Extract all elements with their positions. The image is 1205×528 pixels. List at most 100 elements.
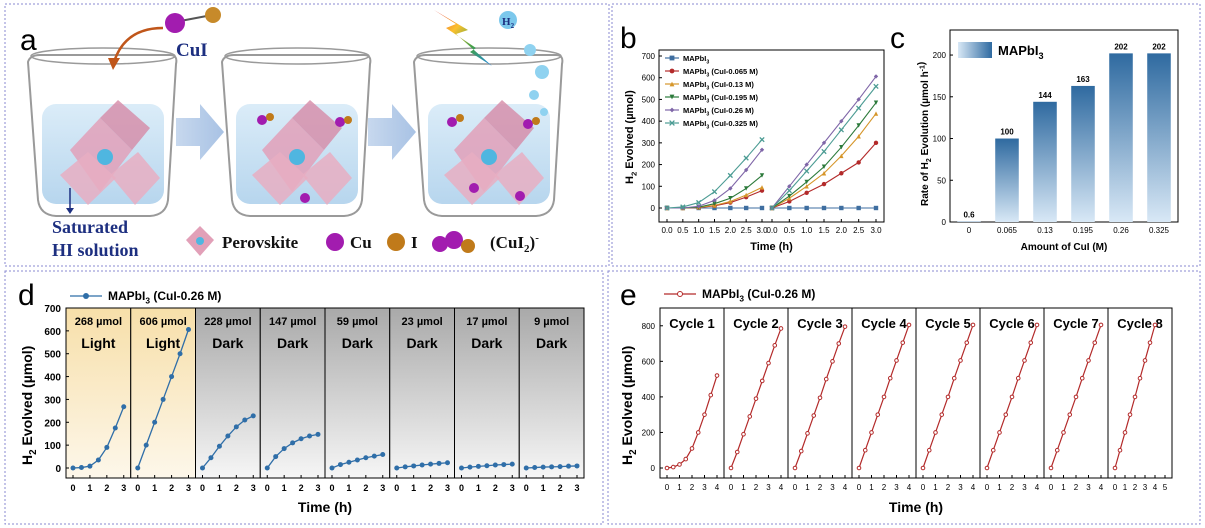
- panel-letter-c: c: [890, 22, 905, 55]
- y-tick-label-d: 500: [44, 350, 61, 361]
- y-tick-label-e: 600: [642, 357, 656, 366]
- data-point-b: [821, 140, 827, 146]
- x-tick-label-e: 3: [766, 483, 771, 492]
- segment-bg-2: [195, 307, 261, 479]
- x-tick-label-e: 0: [793, 483, 798, 492]
- x-tick-label-e: 0: [857, 483, 862, 492]
- data-point-b: [839, 153, 844, 159]
- legend-marker-b: [669, 94, 675, 100]
- data-point-e: [708, 392, 714, 398]
- x-tick-label-c: 0.065: [997, 226, 1018, 235]
- data-point-b: [696, 204, 701, 209]
- x-tick-label-d: 1: [282, 483, 287, 493]
- x-tick-label-e: 4: [971, 483, 976, 492]
- series-b-3: [664, 100, 879, 211]
- x-tick-label-b: 0.0: [766, 226, 778, 235]
- x-tick-label-e: 0: [985, 483, 990, 492]
- y-tick-label-c: 150: [933, 93, 947, 102]
- data-point-e: [920, 465, 926, 471]
- cycle-label: Cycle 8: [1117, 316, 1163, 331]
- x-axis-label-b: Time (h): [750, 241, 793, 253]
- data-point-d: [354, 457, 360, 463]
- cycle-label: Cycle 6: [989, 316, 1035, 331]
- x-tick-label-d: 3: [445, 483, 450, 493]
- cycle-label: Cycle 3: [797, 316, 843, 331]
- data-point-b: [804, 168, 810, 174]
- data-point-e: [1028, 340, 1034, 345]
- y-tick-label-c: 0: [942, 218, 947, 227]
- x-tick-label-e: 1: [805, 483, 810, 492]
- y-tick-label-c: 100: [933, 135, 947, 144]
- x-tick-label-c: 0.13: [1037, 226, 1053, 235]
- data-point-b: [821, 181, 827, 187]
- bar-0.065: [995, 138, 1019, 222]
- data-point-e: [689, 446, 695, 451]
- data-point-e: [997, 430, 1002, 435]
- data-point-e: [695, 430, 701, 435]
- data-point-e: [958, 358, 963, 363]
- data-point-e: [1142, 358, 1148, 363]
- panel-letter-b: b: [620, 22, 637, 55]
- data-point-b: [786, 187, 792, 194]
- x-tick-label-d: 1: [346, 483, 351, 493]
- data-point-d: [484, 463, 490, 469]
- x-tick-label-e: 2: [946, 483, 951, 492]
- data-point-d: [143, 442, 149, 448]
- data-point-d: [557, 464, 563, 470]
- segment-amount-label: 606 µmol: [139, 316, 186, 328]
- legend-marker-b: [669, 55, 675, 61]
- data-point-e: [945, 394, 951, 400]
- data-point-e: [753, 396, 759, 401]
- data-point-b: [769, 205, 775, 211]
- y-tick-label-b: 200: [642, 161, 656, 170]
- data-point-e: [1009, 394, 1015, 400]
- data-point-e: [836, 341, 842, 346]
- panel-letter-d: d: [18, 279, 35, 312]
- data-point-e: [702, 412, 707, 417]
- perovskite-cluster-2: [252, 100, 352, 205]
- data-point-e: [875, 412, 881, 417]
- svg-text:I: I: [411, 233, 418, 252]
- x-tick-label-e: 2: [1074, 483, 1079, 492]
- data-point-d: [523, 465, 529, 471]
- data-point-e: [939, 412, 945, 417]
- x-tick-label-e: 2: [818, 483, 823, 492]
- bar-value-label: 100: [1000, 128, 1014, 137]
- data-point-b: [727, 172, 733, 179]
- segment-amount-label: 268 µmol: [75, 316, 122, 328]
- bar-value-label: 163: [1076, 75, 1090, 84]
- panel-b-chart: b 0 100 200 300 400 500 600 700 0.0 0.5 1.0 1.5 2.0 2.…: [620, 22, 885, 253]
- bar-0.325: [1147, 53, 1171, 222]
- perovskite-cluster-3: [444, 100, 544, 205]
- data-point-e: [1079, 375, 1085, 381]
- y-tick-label-d: 0: [55, 464, 61, 475]
- data-point-d: [160, 396, 166, 402]
- data-point-e: [1122, 430, 1128, 435]
- data-point-e: [792, 465, 798, 471]
- bar-value-label: 0.6: [963, 210, 975, 219]
- data-point-b: [873, 74, 879, 79]
- segment-amount-label: 17 µmol: [466, 316, 507, 328]
- data-point-b: [759, 205, 765, 211]
- data-point-b: [821, 205, 827, 211]
- data-point-e: [933, 430, 938, 435]
- data-point-d: [363, 455, 369, 461]
- x-tick-label-e: 3: [958, 483, 963, 492]
- data-point-e: [1048, 465, 1054, 471]
- x-tick-label-e: 2: [1010, 483, 1015, 492]
- data-point-d: [135, 465, 141, 471]
- legend-marker-b: [669, 120, 675, 126]
- x-tick-label-d: 0: [459, 483, 464, 493]
- data-point-d: [459, 465, 464, 471]
- x-tick-label-e: 1: [997, 483, 1002, 492]
- data-point-b: [728, 186, 733, 191]
- data-point-d: [87, 463, 93, 469]
- data-point-b: [759, 185, 765, 190]
- data-point-d: [402, 464, 408, 470]
- x-tick-label-d: 3: [251, 483, 256, 493]
- x-tick-label-e: 0: [1049, 483, 1054, 492]
- legend-label-b: MAPbI3​ (CuI-0.13 M): [683, 80, 754, 91]
- svg-text:(CuI2)-: (CuI2)-: [490, 232, 539, 255]
- x-tick-label-e: 0: [921, 483, 926, 492]
